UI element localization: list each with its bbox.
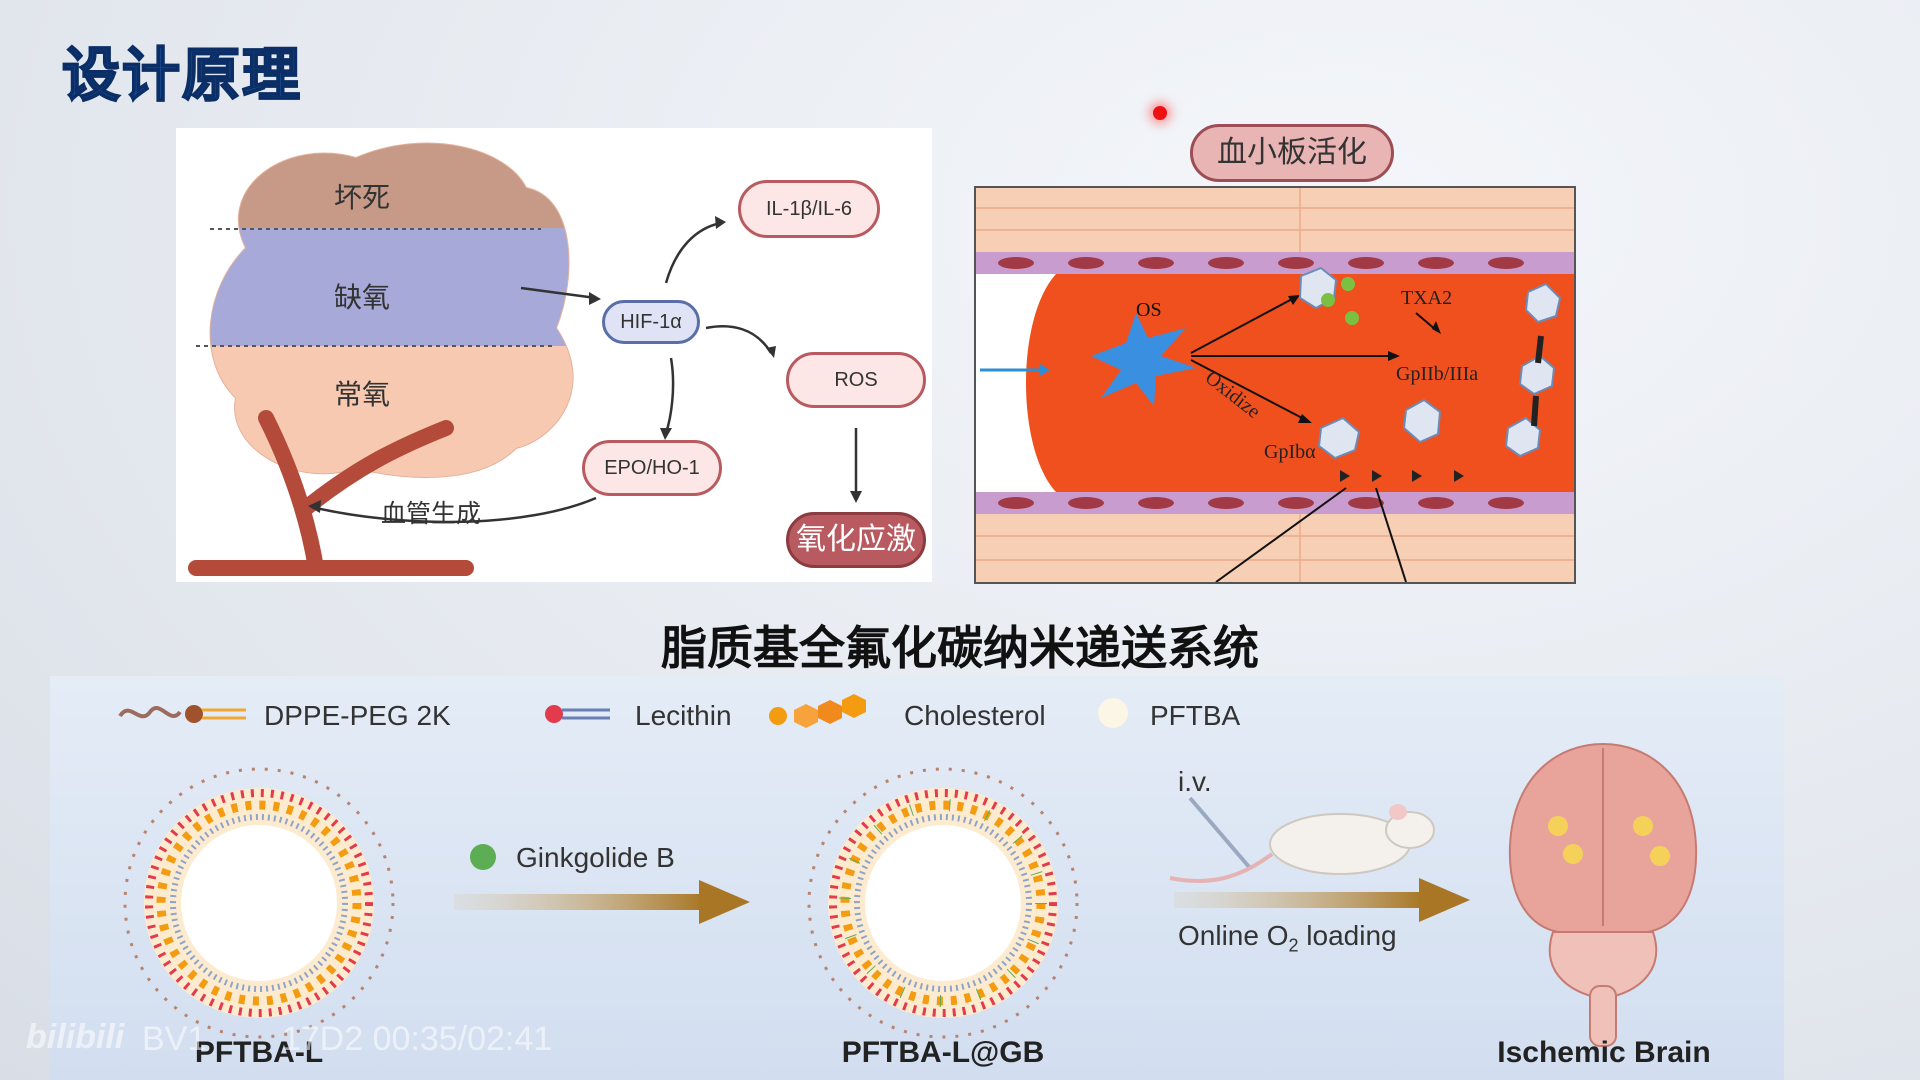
peg-lipid-icon [118,705,246,723]
hif1a-node: HIF-1α [602,300,700,344]
cholesterol-icon [769,694,866,728]
gp2b3a-label: GpIIb/IIIa [1396,363,1478,385]
epo-node: EPO/HO-1 [582,440,722,496]
iv-label: i.v. [1178,766,1212,797]
legend: DPPE-PEG 2K Lecithin Cholesterol PFTBA [116,690,1240,740]
mouse-injection-illustration [1169,796,1435,883]
liposome-pftba-l [123,767,395,1039]
il-node: IL-1β/IL-6 [738,180,880,238]
online-o2-label: Online O2 loading [1178,920,1397,957]
legend-label-peg: DPPE-PEG 2K [264,700,451,731]
online-o2-suffix: loading [1298,920,1397,951]
txa2-label: TXA2 [1401,287,1452,309]
ros-node: ROS [786,352,926,408]
lecithin-icon [545,705,610,723]
video-timestamp-watermark: BV1 17D2 00:35/02:41 [142,1020,553,1058]
ginkgolide-dot-icon [470,844,496,870]
laser-pointer-dot [1153,106,1167,120]
hypoxia-pathway-panel: 坏死 缺氧 常氧 HIF-1α IL-1β/IL-6 ROS EPO/HO-1 … [176,128,932,582]
zone-label-normoxia: 常氧 [334,378,391,411]
gp1ba-label: GpIbα [1264,441,1316,463]
formulation-panel: DPPE-PEG 2K Lecithin Cholesterol PFTBA P… [50,676,1784,1080]
tumor-core-illustration [188,142,862,576]
blood-vessel-panel: OS TXA2 GpIIb/IIIa Oxidize GpIbα [974,186,1576,584]
oxidative-stress-node: 氧化应激 [786,512,926,568]
zone-label-hypoxia: 缺氧 [334,281,391,314]
ischemic-brain-illustration [1508,742,1698,1047]
vessel-illustration: OS TXA2 GpIIb/IIIa Oxidize GpIbα [976,188,1574,582]
liposome-pftba-l-gb [807,767,1079,1039]
caption-pftba-l: PFTBA-L [194,1036,324,1069]
process-arrow-2 [1174,878,1470,922]
legend-label-cholesterol: Cholesterol [904,700,1046,731]
legend-label-lecithin: Lecithin [635,700,732,731]
os-label: OS [1136,299,1162,321]
slide-title: 设计原理 [61,40,303,110]
online-o2-prefix: Online O [1178,920,1289,951]
zone-label-necrosis: 坏死 [334,181,391,214]
caption-ischemic-brain: Ischemic Brain [1497,1036,1711,1069]
platelet-activation-badge: 血小板活化 [1190,124,1394,182]
ginkgolide-label: Ginkgolide B [516,842,675,873]
process-arrow-1 [454,880,750,924]
caption-pftba-l-gb: PFTBA-L@GB [841,1036,1045,1069]
o2-subscript: 2 [1288,935,1299,956]
bilibili-logo-watermark: bilibili [26,1018,125,1056]
pftba-dot-icon [1098,698,1128,728]
nanodelivery-headline: 脂质基全氟化碳纳米递送系统 [661,621,1259,675]
legend-label-pftba: PFTBA [1150,700,1241,731]
angiogenesis-label: 血管生成 [381,499,482,528]
